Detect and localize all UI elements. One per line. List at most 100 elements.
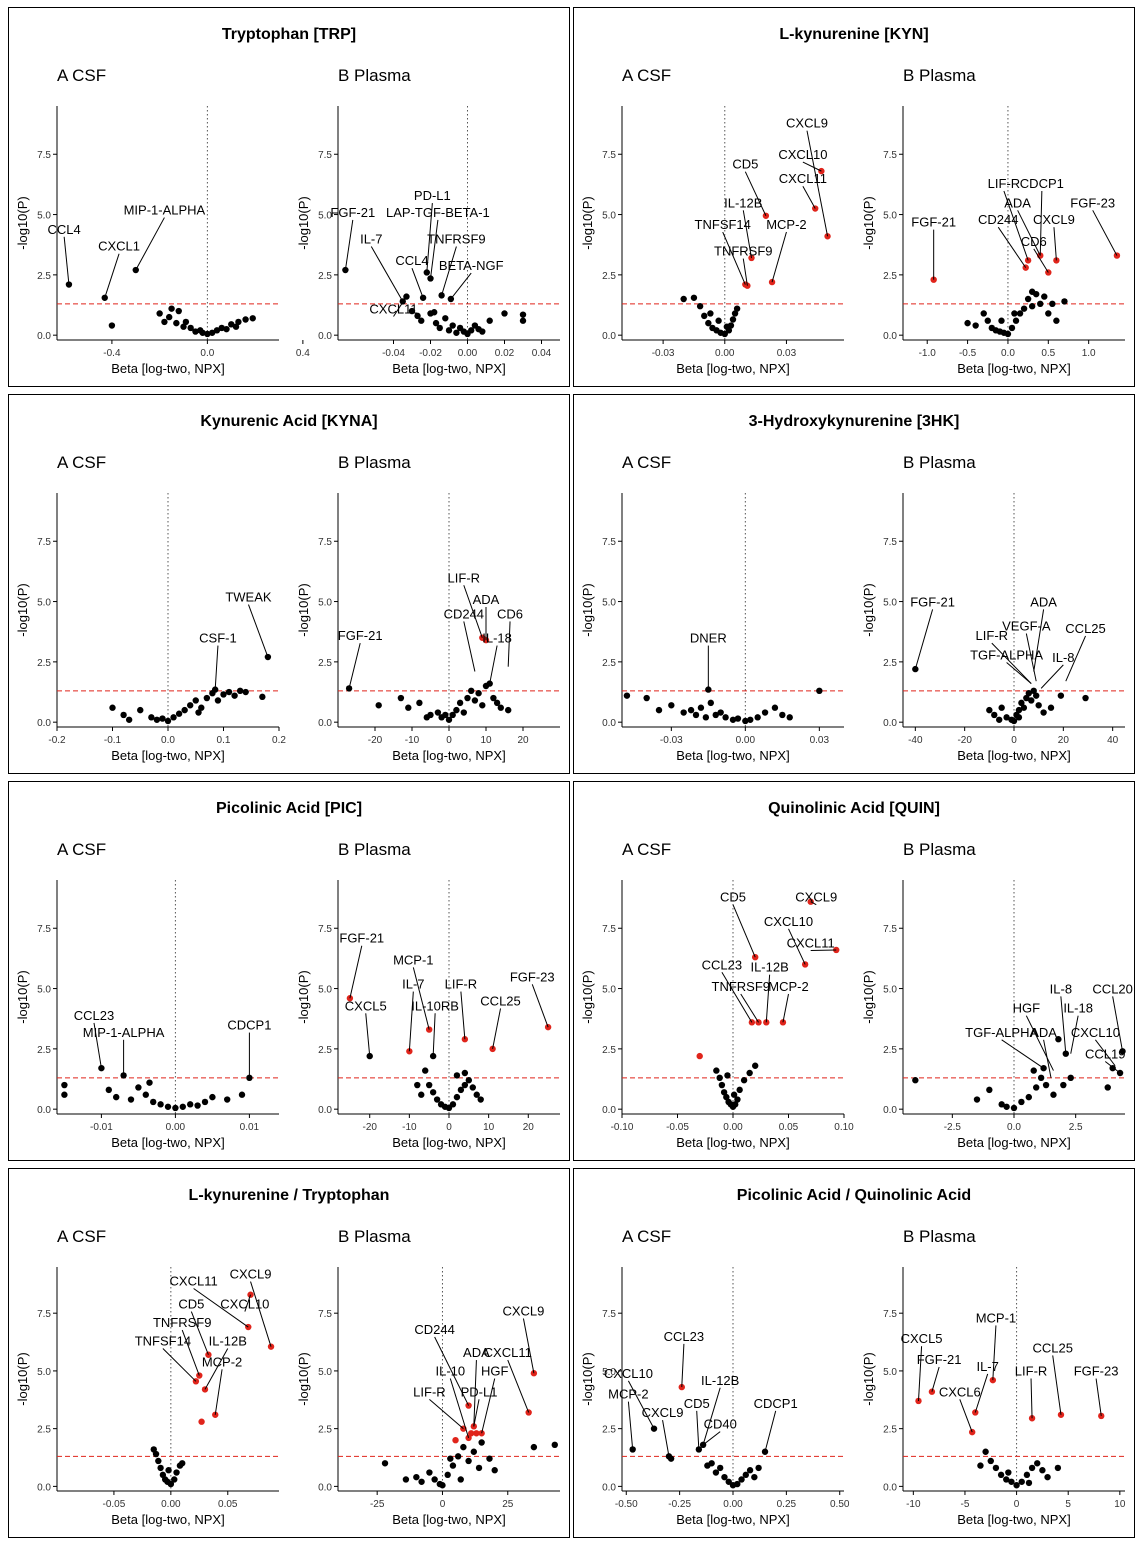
x-axis-label: Beta [log-two, NPX] <box>392 748 505 763</box>
point-label: LIF-R <box>413 1384 446 1399</box>
y-tick-label: 0.0 <box>318 718 332 729</box>
label-leader-line <box>991 642 1032 684</box>
label-leader-line <box>473 1399 480 1427</box>
point-label: TGF-ALPHA <box>965 1025 1038 1040</box>
subplot-label: A CSF <box>57 453 106 472</box>
point-label: LIF-R <box>445 977 478 992</box>
label-leader-line <box>522 1318 535 1374</box>
subplot: A CSF -0.05 0.00 0.05 0.0 2.5 5.0 7.5 Beta [log-… <box>15 1227 279 1527</box>
y-tick-label: 5.0 <box>602 1367 616 1378</box>
data-point <box>997 1471 1005 1479</box>
point-label: FGF-21 <box>338 628 383 643</box>
data-point <box>724 1072 731 1079</box>
data-point <box>912 665 919 673</box>
y-tick-label: 5.0 <box>37 985 51 996</box>
point-label: CCL23 <box>664 1329 704 1344</box>
data-point <box>438 292 445 299</box>
subplot-label: A CSF <box>57 1227 106 1246</box>
data-point <box>998 704 1005 711</box>
label-leader-line <box>429 1398 464 1430</box>
label-leader-line <box>365 1013 371 1057</box>
y-tick-label: 7.5 <box>602 1309 616 1320</box>
data-point <box>98 1064 105 1072</box>
subplot: B Plasma -10 -5 0 5 10 0.0 2.5 5.0 7.5 Beta [log-t… <box>861 1227 1126 1527</box>
data-point <box>998 1101 1005 1108</box>
label-leader-line <box>1039 191 1043 256</box>
chart-title: Picolinic Acid [PIC] <box>215 800 363 817</box>
data-point <box>977 1462 984 1469</box>
x-tick-label: -0.02 <box>419 348 442 359</box>
data-point <box>754 714 761 721</box>
data-point <box>1004 330 1012 338</box>
data-point <box>964 319 971 327</box>
label-leader-line <box>802 185 816 209</box>
x-tick-label: 0.00 <box>723 1499 743 1510</box>
label-leader-line <box>806 130 829 237</box>
label-leader-line <box>974 1373 989 1413</box>
label-leader-line <box>190 1311 209 1355</box>
label-leader-line <box>214 1369 223 1415</box>
data-point <box>1040 1064 1047 1072</box>
label-leader-line <box>802 161 822 172</box>
point-label: ADA <box>473 592 500 607</box>
label-leader-line <box>742 210 752 259</box>
point-label: CXCL10 <box>604 1366 653 1381</box>
y-axis-label: -log10(P) <box>296 196 311 249</box>
data-point <box>146 1079 153 1086</box>
x-tick-label: 0.25 <box>777 1499 797 1510</box>
x-tick-label: 0.2 <box>272 735 286 746</box>
point-label: CCL23 <box>702 957 742 972</box>
point-label: CXCL6 <box>939 1384 981 1399</box>
point-label: CCL4 <box>395 253 428 268</box>
data-point <box>479 328 486 335</box>
x-tick-label: -0.5 <box>959 348 977 359</box>
significant-point <box>406 1048 413 1055</box>
subplot-label: B Plasma <box>903 840 976 859</box>
data-point <box>238 1091 246 1098</box>
x-axis-label: Beta [log-two, NPX] <box>676 1135 789 1150</box>
y-tick-label: 2.5 <box>883 271 897 282</box>
data-point <box>449 711 456 719</box>
y-tick-label: 7.5 <box>883 1309 897 1320</box>
y-tick-label: 0.0 <box>602 1105 616 1116</box>
data-point <box>697 704 705 711</box>
significant-point <box>465 1434 472 1442</box>
point-label: CXCL5 <box>901 1331 943 1346</box>
data-point <box>192 697 199 704</box>
data-point <box>734 1480 741 1488</box>
significant-point <box>544 1023 552 1031</box>
data-point <box>629 1446 636 1453</box>
data-point <box>165 313 173 321</box>
label-leader-line <box>997 226 1027 268</box>
point-label: CD6 <box>497 606 523 621</box>
significant-point <box>696 1052 703 1060</box>
data-point <box>423 269 430 276</box>
point-label: FGF-21 <box>339 931 384 946</box>
point-label: FGF-21 <box>330 205 375 220</box>
data-point <box>1034 1460 1041 1467</box>
data-point <box>422 1067 429 1074</box>
subplot: A CSF -0.10 -0.05 0.00 0.05 0.10 0.0 2.5 5.0 7.5 B… <box>580 840 854 1150</box>
data-point <box>211 686 219 693</box>
significant-point <box>525 1409 532 1416</box>
label-leader-line <box>1065 635 1086 682</box>
subplot-label: B Plasma <box>338 1227 411 1246</box>
label-leader-line <box>810 949 837 952</box>
data-point <box>246 1074 253 1082</box>
label-leader-line <box>764 1410 777 1452</box>
subplot-label: B Plasma <box>338 66 411 85</box>
label-leader-line <box>627 1380 655 1429</box>
x-tick-label: -0.50 <box>615 1499 638 1510</box>
data-point <box>432 319 440 327</box>
data-point <box>168 305 175 312</box>
significant-point <box>972 1409 979 1416</box>
point-label: DNER <box>690 631 727 646</box>
label-leader-line <box>492 1008 502 1049</box>
data-point <box>453 706 460 714</box>
point-label: CXCL11 <box>779 171 827 186</box>
y-axis-label: -log10(P) <box>580 583 595 636</box>
data-point <box>414 1081 421 1089</box>
data-point <box>132 266 139 274</box>
x-axis-label: Beta [log-two, NPX] <box>111 748 224 763</box>
data-point <box>712 1469 720 1476</box>
